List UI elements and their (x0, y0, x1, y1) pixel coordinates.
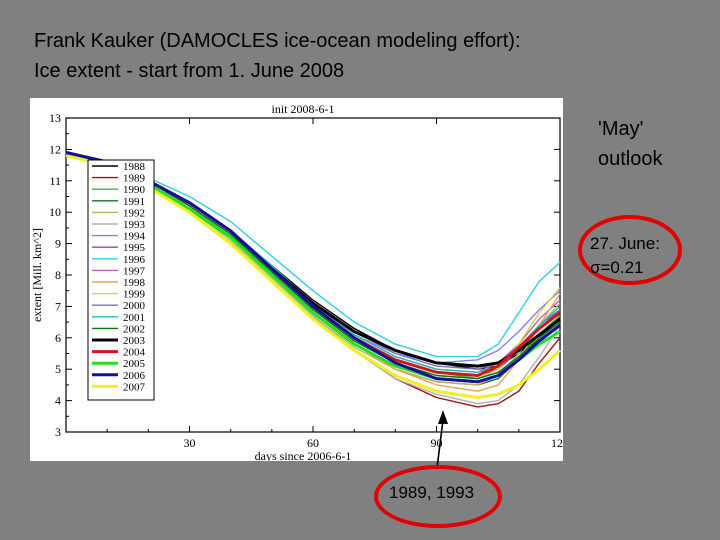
legend-label-2004: 2004 (123, 347, 146, 359)
june-sigma-note: 27. June: σ=0.21 (590, 232, 660, 280)
y-tick-label: 9 (55, 237, 61, 251)
series-line-2006 (65, 151, 561, 384)
y-tick-label: 7 (55, 299, 61, 313)
y-tick-label: 12 (49, 142, 61, 156)
x-axis-label: days since 2006-6-1 (255, 449, 352, 461)
legend-label-1990: 1990 (123, 184, 146, 196)
legend-label-1999: 1999 (123, 289, 146, 301)
legend-label-1992: 1992 (123, 207, 145, 219)
y-axis-label: extent [Mill. km^2] (30, 228, 44, 322)
y-tick-label: 4 (55, 394, 61, 408)
y-tick-label: 11 (49, 174, 61, 188)
legend-label-2002: 2002 (123, 323, 145, 335)
legend-label-1997: 1997 (123, 265, 146, 277)
series-line-1996 (65, 151, 561, 358)
legend-label-2006: 2006 (123, 370, 146, 382)
x-tick-label: 90 (431, 436, 443, 450)
y-tick-label: 8 (55, 268, 61, 282)
title-line-2: Ice extent - start from 1. June 2008 (34, 60, 345, 82)
june-line-2: σ=0.21 (590, 258, 644, 277)
outlook-line-1: 'May' (598, 118, 644, 140)
legend-label-2007: 2007 (123, 381, 146, 393)
x-tick-label: 60 (307, 436, 319, 450)
legend-label-1989: 1989 (123, 173, 146, 185)
may-outlook-note: 'May' outlook (598, 114, 663, 174)
slide-title: Frank Kauker (DAMOCLES ice-ocean modelin… (34, 26, 521, 86)
legend-label-1991: 1991 (123, 196, 145, 208)
x-tick-label: 120 (551, 436, 563, 450)
title-line-1: Frank Kauker (DAMOCLES ice-ocean modelin… (34, 30, 521, 52)
y-tick-label: 5 (55, 362, 61, 376)
y-tick-label: 10 (49, 205, 61, 219)
x-tick-label: 30 (184, 436, 196, 450)
y-tick-label: 6 (55, 331, 61, 345)
y-tick-label: 3 (55, 425, 61, 439)
legend-label-1994: 1994 (123, 231, 146, 243)
series-line-2007 (65, 154, 562, 399)
legend-label-2003: 2003 (123, 335, 146, 347)
legend-label-1993: 1993 (123, 219, 146, 231)
chart-panel: 3 4 5 6 7 8 9 10 11 12 13 30 60 90 120 init 2008-6-1 day… (30, 98, 563, 461)
y-tick-label: 13 (49, 111, 61, 125)
chart-title: init 2008-6-1 (272, 102, 335, 116)
legend-label-2005: 2005 (123, 358, 146, 370)
legend-label-1988: 1988 (123, 161, 146, 173)
ice-extent-chart: 3 4 5 6 7 8 9 10 11 12 13 30 60 90 120 init 2008-6-1 day… (30, 102, 563, 461)
years-note: 1989, 1993 (389, 483, 475, 502)
june-highlight-ellipse (578, 215, 682, 285)
legend-label-1998: 1998 (123, 277, 146, 289)
legend-box (87, 159, 155, 401)
june-line-1: 27. June: (590, 234, 660, 253)
legend-label-2001: 2001 (123, 312, 145, 324)
legend-label-1995: 1995 (123, 242, 146, 254)
outlook-line-2: outlook (598, 148, 663, 170)
legend-label-2000: 2000 (123, 300, 146, 312)
legend-label-1996: 1996 (123, 254, 146, 266)
years-highlight-ellipse (374, 465, 502, 528)
